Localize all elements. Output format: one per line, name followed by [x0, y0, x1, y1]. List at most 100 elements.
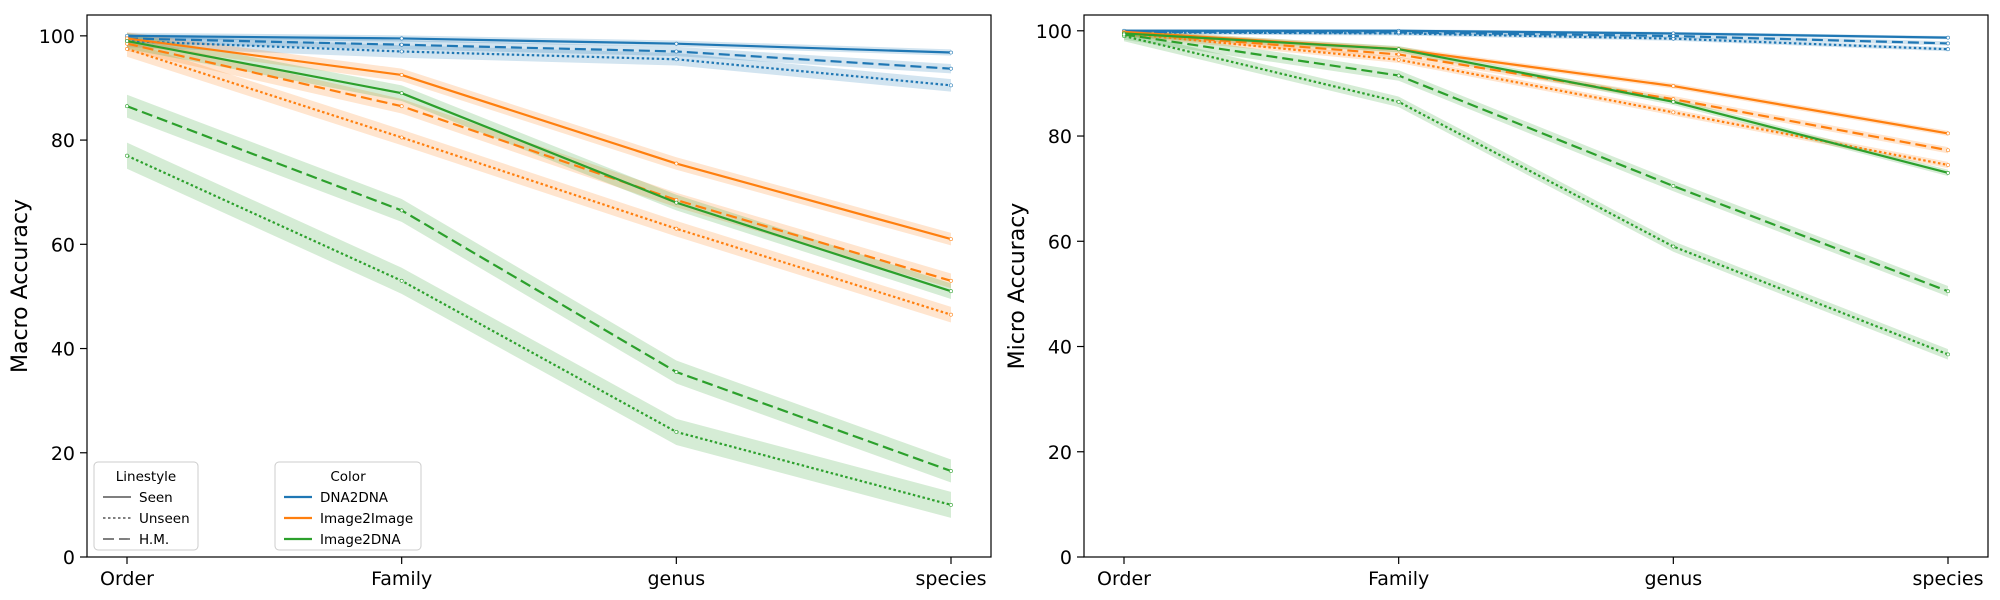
point-image2dna-h-m-species	[1946, 289, 1950, 294]
point-dna2dna-unseen-species	[949, 83, 953, 88]
point-image2dna-seen-genus	[1671, 99, 1676, 104]
x-tick-label-family: Family	[371, 568, 432, 590]
y-tick-label-100: 100	[39, 26, 75, 48]
band-image2dna-unseen	[1124, 30, 1948, 360]
legend-group: Linestyle Seen Unseen H.M. Color DNA2DNA Image…	[93, 461, 422, 551]
line-image2dna-unseen	[126, 154, 952, 506]
y-tick-label-20: 20	[51, 443, 75, 465]
legend-linestyle-label-unseen: Unseen	[139, 511, 190, 527]
line-dna2dna-seen	[126, 34, 952, 54]
point-image2dna-h-m-order	[1122, 32, 1126, 37]
band-image2image-seen	[127, 32, 951, 246]
point-image2dna-seen-order	[125, 39, 129, 43]
legend-color-label-image2dna: Image2DNA	[320, 532, 401, 548]
point-image2dna-h-m-genus	[1671, 184, 1676, 188]
y-axis-label: Micro Accuracy	[1005, 203, 1030, 370]
point-image2dna-h-m-family	[1396, 73, 1401, 78]
line-image2image-h-m	[1123, 31, 1949, 152]
x-tick-label-genus: genus	[647, 568, 705, 590]
line-image2image-unseen	[1123, 32, 1949, 167]
line-dna2dna-seen	[1124, 29, 1949, 39]
band-image2image-unseen	[1124, 30, 1948, 169]
point-image2dna-unseen-genus	[674, 430, 679, 434]
point-dna2dna-unseen-family	[399, 49, 404, 54]
band-image2dna-unseen	[127, 142, 951, 518]
y-tick-label-0: 0	[1060, 547, 1072, 569]
point-image2dna-unseen-family	[1396, 99, 1401, 104]
legend-color-label-dna2dna: DNA2DNA	[320, 490, 389, 506]
point-image2image-unseen-family	[399, 135, 404, 140]
point-dna2dna-h-m-species	[1946, 41, 1950, 46]
point-dna2dna-unseen-genus	[674, 57, 679, 62]
point-image2image-h-m-species	[1946, 148, 1950, 153]
legend-color-frame	[274, 461, 422, 551]
point-image2dna-seen-family	[1396, 47, 1401, 52]
micro-accuracy-chart: 0 20 40 60 80 100 Order Family genus species Micro…	[1005, 14, 1989, 590]
plot-frame	[86, 14, 992, 558]
y-tick-label-80: 80	[51, 130, 75, 152]
macro-accuracy-chart: 0 20 40 60 80 100 Order Family genus species Macro…	[8, 14, 992, 590]
point-dna2dna-seen-species	[949, 50, 953, 55]
point-image2image-seen-family	[399, 73, 404, 77]
y-tick-label-60: 60	[1048, 231, 1072, 253]
x-tick-label-order: Order	[100, 568, 154, 590]
point-image2image-h-m-family	[399, 104, 404, 109]
y-tick-label-100: 100	[1036, 21, 1072, 43]
line-dna2dna-h-m	[1123, 30, 1949, 45]
band-image2dna-h-m	[127, 94, 951, 483]
line-image2dna-unseen	[1123, 34, 1949, 356]
point-image2image-h-m-family	[1396, 52, 1401, 57]
y-tick-label-40: 40	[1048, 337, 1072, 359]
plot-frame	[1083, 14, 1989, 558]
point-image2dna-unseen-species	[949, 502, 953, 507]
point-dna2dna-unseen-species	[1946, 47, 1950, 52]
point-image2image-unseen-genus	[674, 226, 679, 231]
point-image2image-seen-genus	[1671, 84, 1676, 88]
x-tick-label-species: species	[1913, 568, 1984, 590]
point-dna2dna-h-m-genus	[674, 49, 679, 54]
band-image2image-h-m	[1124, 29, 1948, 154]
legend-linestyle-label-seen: Seen	[139, 490, 173, 506]
point-image2image-seen-genus	[674, 161, 679, 166]
point-image2image-unseen-species	[1946, 163, 1950, 167]
point-dna2dna-h-m-species	[949, 66, 953, 71]
point-dna2dna-seen-genus	[674, 41, 679, 46]
point-image2dna-h-m-order	[125, 104, 129, 109]
line-image2dna-h-m	[1123, 33, 1949, 293]
y-tick-label-40: 40	[51, 339, 75, 361]
point-image2image-seen-species	[1946, 131, 1950, 136]
point-image2image-unseen-species	[949, 312, 953, 317]
x-tick-label-order: Order	[1097, 568, 1151, 590]
band-dna2dna-h-m	[127, 33, 951, 74]
x-tick-label-species: species	[916, 568, 987, 590]
point-dna2dna-seen-family	[399, 36, 404, 41]
legend-linestyle-title: Linestyle	[116, 469, 177, 485]
point-dna2dna-h-m-family	[399, 42, 404, 47]
y-tick-label-60: 60	[51, 234, 75, 256]
line-image2dna-seen	[1123, 32, 1949, 174]
line-image2image-h-m	[126, 42, 952, 282]
point-image2dna-h-m-genus	[674, 370, 679, 374]
y-tick-label-0: 0	[63, 547, 75, 569]
legend-linestyle-frame	[93, 461, 199, 551]
point-image2dna-unseen-family	[399, 278, 404, 283]
point-image2dna-seen-species	[1946, 170, 1950, 175]
point-dna2dna-h-m-genus	[1671, 34, 1676, 38]
point-image2image-unseen-family	[1396, 57, 1401, 62]
line-image2dna-h-m	[126, 105, 952, 473]
line-dna2dna-h-m	[126, 37, 952, 70]
line-image2image-seen	[126, 37, 952, 241]
band-image2image-unseen	[127, 41, 951, 323]
x-tick-label-family: Family	[1368, 568, 1429, 590]
y-axis-label: Macro Accuracy	[8, 199, 33, 373]
point-dna2dna-h-m-family	[1396, 30, 1401, 35]
point-image2image-unseen-genus	[1671, 110, 1676, 115]
y-tick-label-20: 20	[1048, 442, 1072, 464]
y-tick-label-80: 80	[1048, 126, 1072, 148]
line-image2image-unseen	[126, 47, 952, 316]
legend-color-label-image2image: Image2Image	[320, 511, 413, 527]
band-image2dna-seen	[127, 33, 951, 300]
point-image2dna-unseen-order	[125, 153, 129, 158]
point-image2image-unseen-order	[125, 46, 129, 51]
